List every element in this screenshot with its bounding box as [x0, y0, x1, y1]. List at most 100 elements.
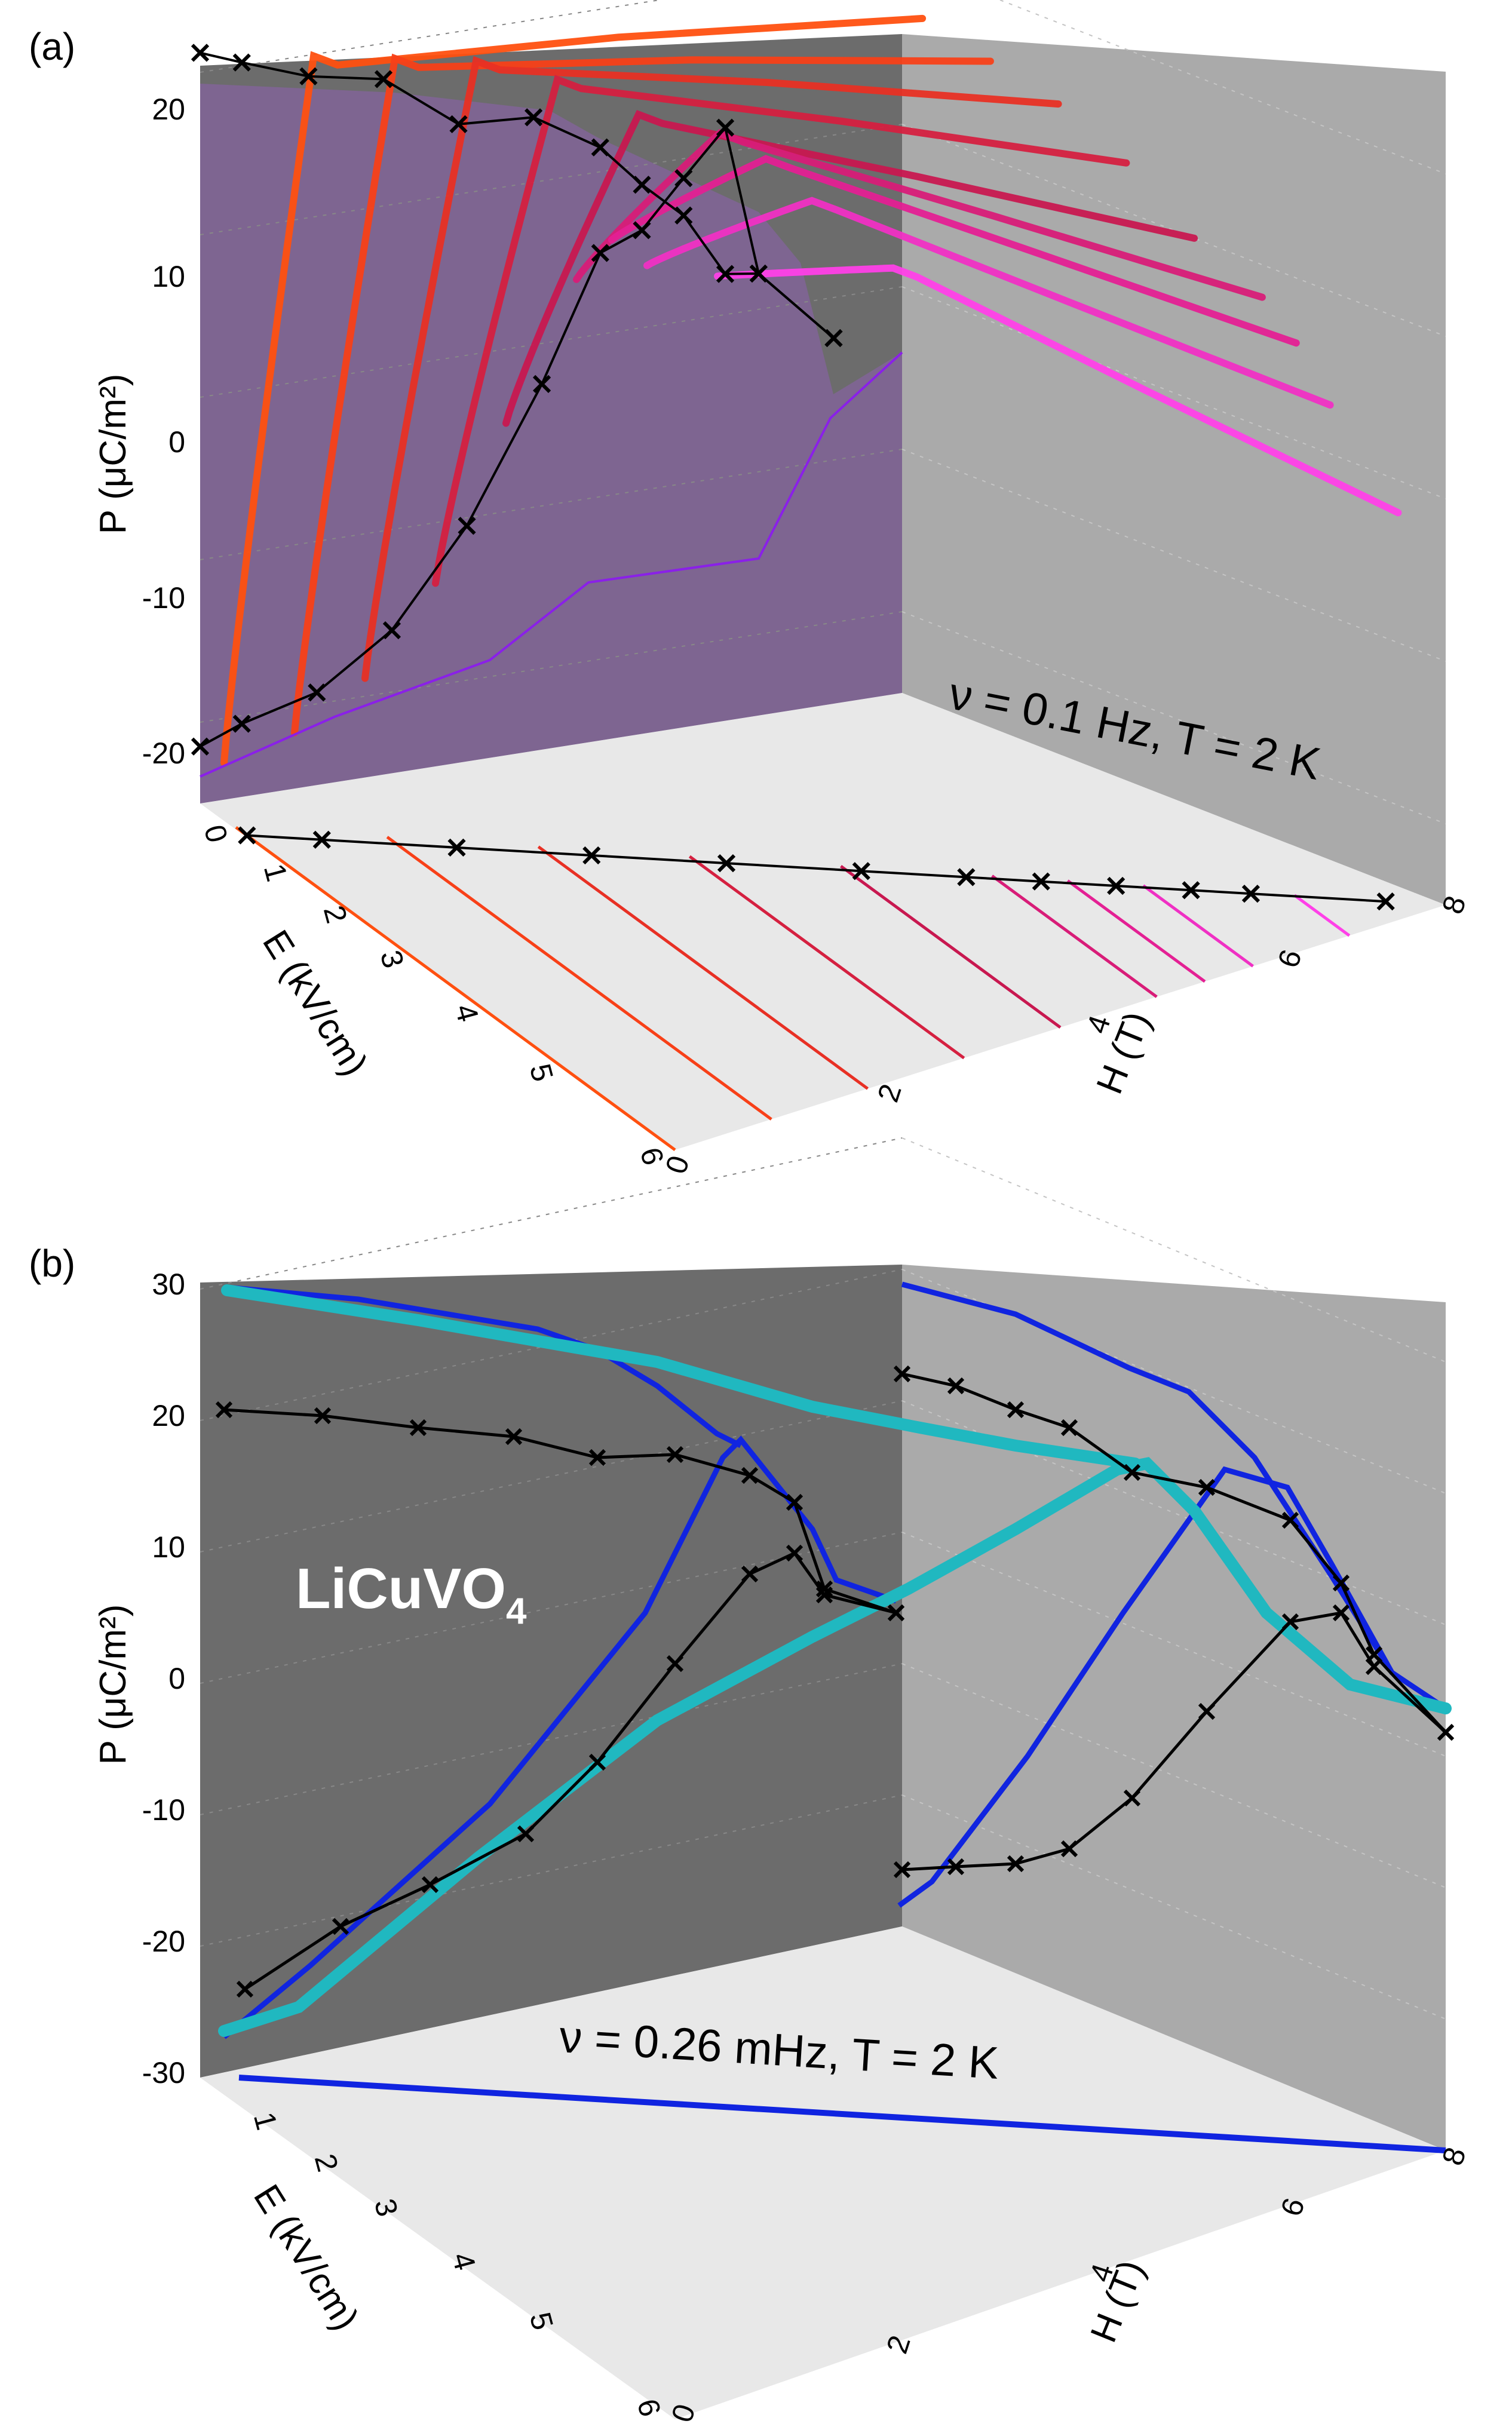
h-tick-label: 0 — [659, 1152, 696, 1178]
panel-b: (b) LiCuVO4 ν = 0.26 mHz, T = 2 K 30 20 … — [29, 1137, 1473, 2426]
material-formula: LiCuVO — [296, 1557, 506, 1621]
data-marker — [525, 108, 543, 127]
floor-line — [688, 855, 965, 1060]
e-tick-label: 2 — [317, 902, 354, 926]
z-tick-label: 10 — [152, 1530, 185, 1564]
hysteresis-loop — [573, 129, 1266, 301]
floor-line — [235, 826, 676, 1152]
gridline — [901, 286, 1446, 499]
h-tick-label: 8 — [1436, 2143, 1473, 2170]
data-marker — [716, 265, 735, 283]
up-sweep-projection — [244, 1551, 897, 1991]
data-marker — [299, 67, 318, 85]
panel-label: (a) — [29, 25, 75, 68]
data-marker — [1032, 872, 1050, 891]
down-sweep-projection — [901, 1372, 1447, 1734]
gridline — [200, 1137, 903, 1290]
data-marker — [308, 683, 326, 702]
z-tick-label: 0 — [168, 425, 185, 459]
data-marker — [1332, 1604, 1350, 1622]
panel-a: (a) ν = 0.1 Hz, T = 2 K 20 10 0 -10 -20 … — [29, 0, 1473, 1178]
data-marker — [517, 1825, 535, 1843]
data-marker — [1198, 1478, 1216, 1496]
data-marker — [409, 1419, 427, 1437]
gridline — [901, 1137, 1446, 1363]
z-axis-ticks: 30 20 10 0 -10 -20 -30 — [142, 1268, 185, 2090]
z-tick-label: -10 — [142, 581, 185, 615]
data-marker — [633, 221, 651, 240]
data-marker — [532, 375, 551, 394]
data-marker — [666, 1446, 684, 1464]
data-marker — [374, 70, 393, 88]
back-wall-right — [902, 1265, 1446, 2150]
z-tick-label: -20 — [142, 1925, 185, 1958]
data-marker — [191, 44, 210, 62]
up-sweep-projection — [901, 1611, 1447, 1871]
z-tick-label: 20 — [152, 1399, 185, 1432]
data-marker — [666, 1655, 684, 1673]
data-marker — [1281, 1511, 1299, 1529]
data-marker — [1332, 1574, 1350, 1592]
data-marker — [749, 264, 768, 283]
data-marker — [1281, 1613, 1299, 1631]
gridline — [901, 449, 1446, 662]
floor-line — [386, 836, 772, 1121]
material-subscript: 4 — [506, 1591, 527, 1632]
data-marker — [1198, 1702, 1216, 1720]
data-marker — [238, 826, 256, 845]
data-marker — [1060, 1840, 1078, 1858]
data-marker — [505, 1428, 523, 1446]
data-marker — [588, 1753, 606, 1771]
panel-label: (b) — [29, 1242, 75, 1285]
data-marker — [232, 53, 251, 72]
data-marker — [741, 1565, 759, 1583]
e-axis-label: E (kV/cm) — [254, 923, 376, 1082]
gridline — [200, 124, 903, 235]
floor-line — [1293, 894, 1351, 937]
data-marker — [1060, 1419, 1078, 1437]
chart-series — [191, 14, 1402, 1152]
data-marker — [717, 854, 736, 873]
z-axis-ticks: 20 10 0 -10 -20 — [142, 93, 185, 770]
data-marker — [1376, 892, 1395, 911]
z-tick-label: 10 — [152, 260, 185, 293]
data-marker — [815, 1580, 833, 1598]
data-marker — [588, 1449, 606, 1466]
data-marker — [1007, 1401, 1025, 1419]
z-axis-label: P (μC/m²) — [93, 374, 134, 535]
floor-line — [537, 845, 869, 1090]
data-marker — [947, 1377, 965, 1395]
blue-sweep-up — [222, 1435, 897, 2039]
data-marker — [1123, 1464, 1141, 1481]
up-sweep-projection — [200, 125, 835, 748]
data-marker — [1365, 1646, 1383, 1664]
data-marker — [893, 1861, 911, 1879]
hysteresis-loop — [643, 197, 1334, 409]
z-tick-label: 0 — [168, 1662, 185, 1695]
down-sweep-projection — [223, 1408, 897, 1615]
data-marker — [582, 846, 601, 865]
data-marker — [1123, 1789, 1141, 1807]
z-tick-label: -10 — [142, 1793, 185, 1827]
hysteresis-loop — [220, 14, 927, 766]
data-marker — [236, 1980, 254, 1998]
floor-projection-line — [247, 834, 1386, 903]
data-marker — [232, 714, 251, 733]
data-marker — [1241, 884, 1260, 903]
data-marker — [674, 169, 693, 188]
data-marker — [824, 329, 843, 348]
data-marker — [591, 138, 609, 157]
data-marker — [314, 1407, 332, 1425]
hysteresis-loop — [291, 53, 994, 737]
gridline — [901, 1532, 1446, 1757]
hysteresis-loop — [502, 110, 1198, 427]
down-sweep-projection — [200, 51, 835, 339]
gridline — [200, 449, 903, 560]
data-marker — [591, 244, 609, 262]
data-marker — [449, 115, 468, 134]
gridline — [901, 611, 1446, 824]
cyan-sweep-down — [221, 1284, 1141, 1469]
z-tick-label: -30 — [142, 2056, 185, 2090]
data-marker — [382, 621, 401, 640]
